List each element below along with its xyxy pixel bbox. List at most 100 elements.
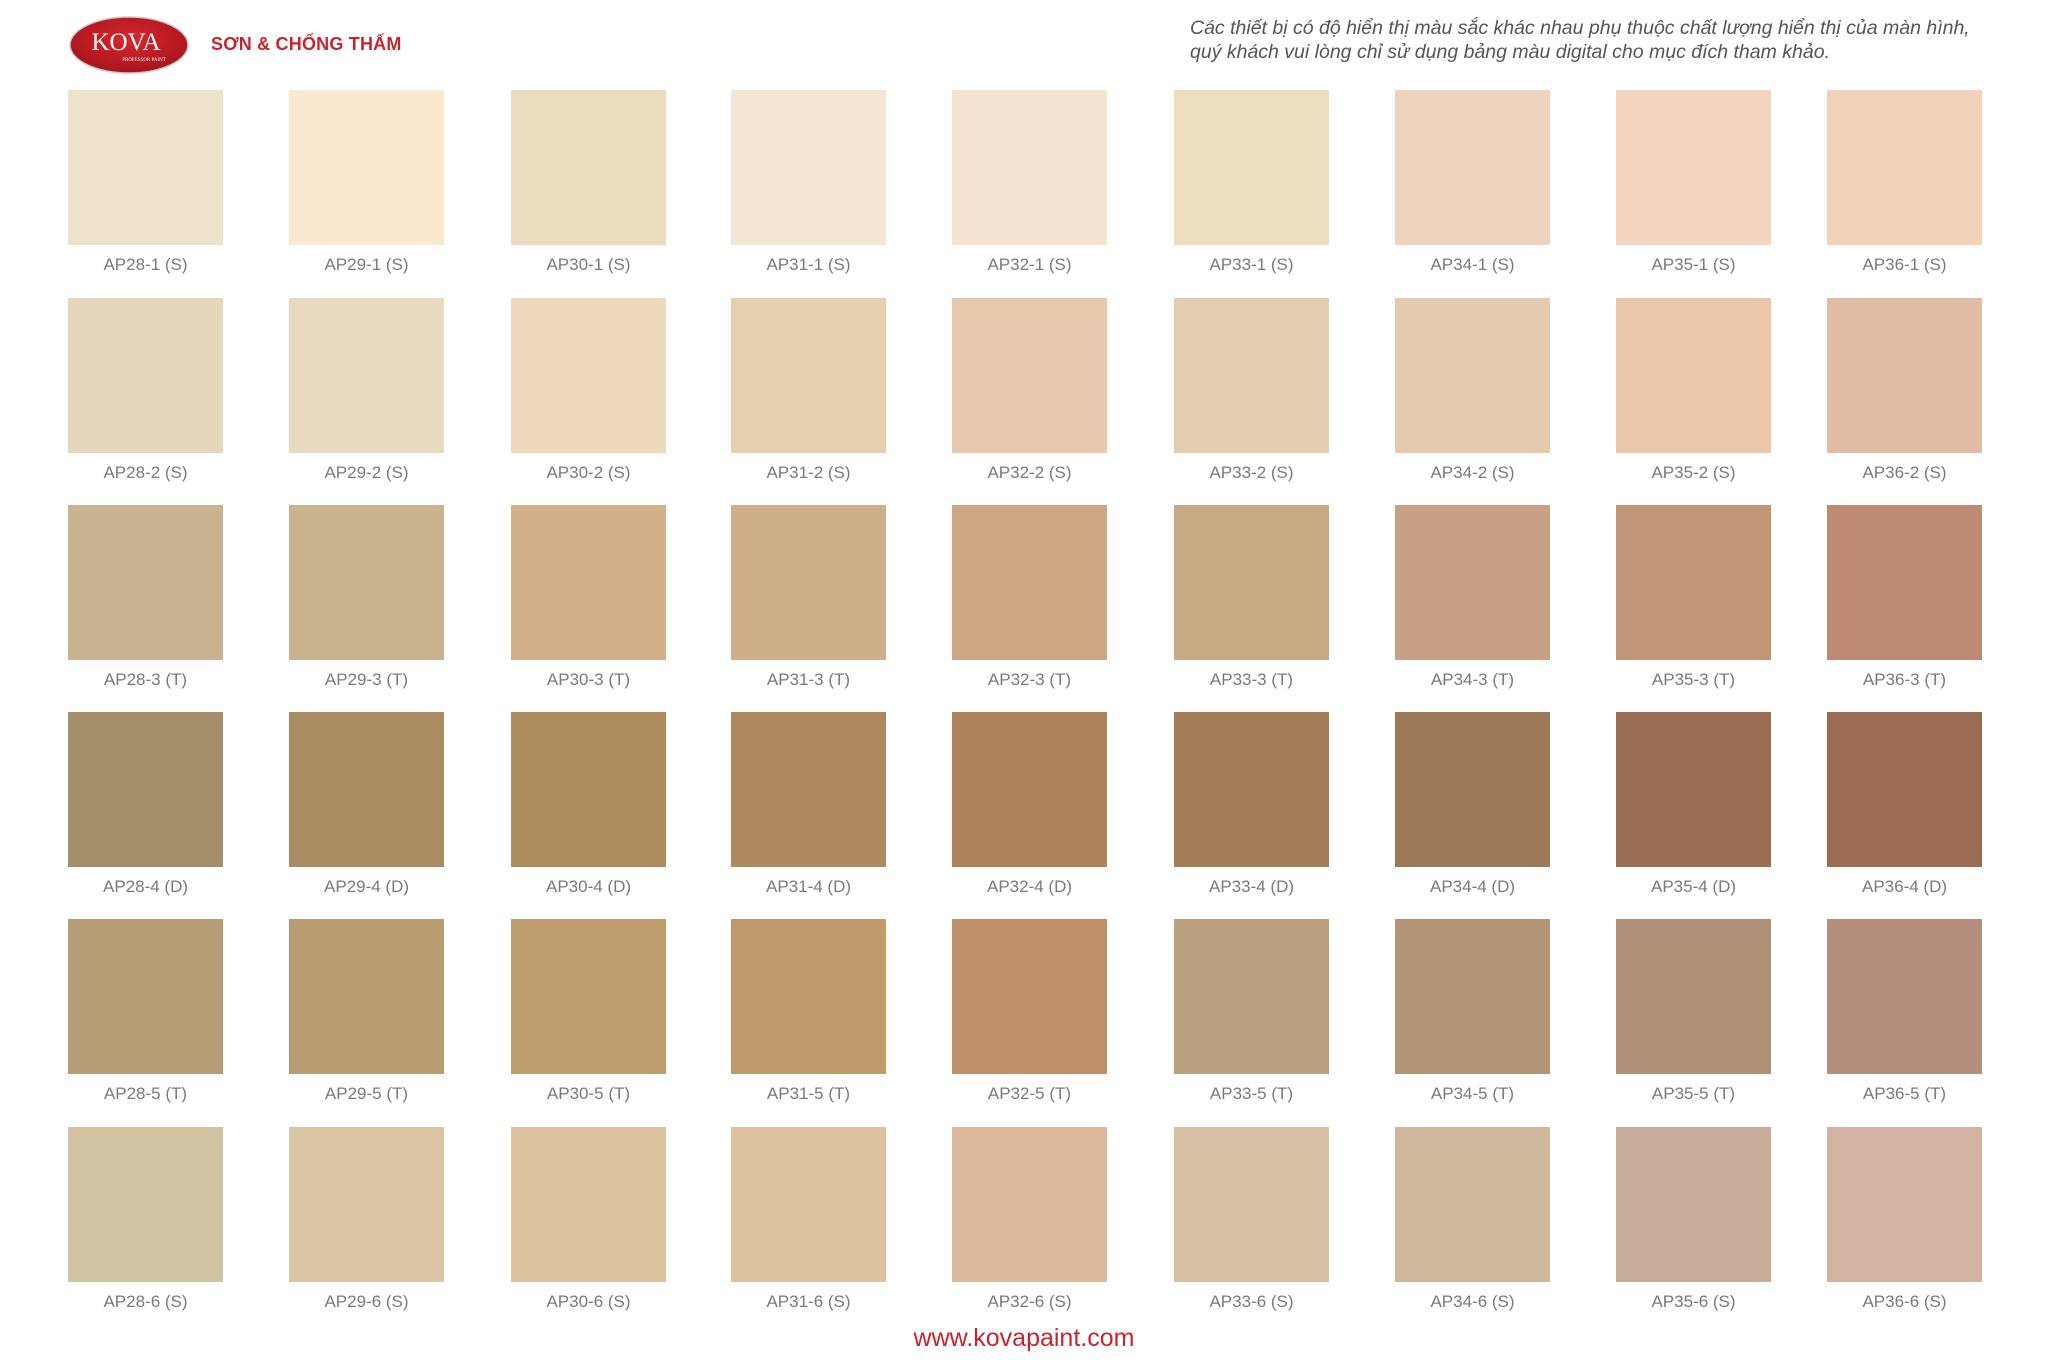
color-swatch-item[interactable]: AP29-6 (S)	[289, 1127, 444, 1312]
color-swatch-item[interactable]: AP30-2 (S)	[511, 298, 666, 483]
color-swatch[interactable]	[68, 1127, 223, 1282]
color-swatch-item[interactable]: AP33-2 (S)	[1174, 298, 1329, 483]
color-swatch[interactable]	[1827, 1127, 1982, 1282]
color-swatch-item[interactable]: AP28-1 (S)	[68, 90, 223, 275]
color-swatch[interactable]	[1395, 1127, 1550, 1282]
color-swatch[interactable]	[1174, 712, 1329, 867]
color-swatch-item[interactable]: AP29-1 (S)	[289, 90, 444, 275]
color-swatch[interactable]	[511, 90, 666, 245]
color-swatch[interactable]	[1174, 919, 1329, 1074]
color-swatch-item[interactable]: AP31-5 (T)	[731, 919, 886, 1104]
color-swatch[interactable]	[1174, 505, 1329, 660]
color-swatch[interactable]	[68, 919, 223, 1074]
color-swatch-item[interactable]: AP28-2 (S)	[68, 298, 223, 483]
color-swatch[interactable]	[731, 90, 886, 245]
color-swatch[interactable]	[289, 298, 444, 453]
color-swatch[interactable]	[1616, 298, 1771, 453]
color-swatch-item[interactable]: AP32-4 (D)	[952, 712, 1107, 897]
color-swatch-item[interactable]: AP33-3 (T)	[1174, 505, 1329, 690]
color-swatch[interactable]	[1616, 90, 1771, 245]
color-swatch-item[interactable]: AP34-2 (S)	[1395, 298, 1550, 483]
color-swatch[interactable]	[1174, 298, 1329, 453]
color-swatch[interactable]	[1616, 505, 1771, 660]
color-swatch-item[interactable]: AP34-5 (T)	[1395, 919, 1550, 1104]
color-swatch[interactable]	[731, 712, 886, 867]
color-swatch[interactable]	[289, 505, 444, 660]
color-swatch-item[interactable]: AP29-3 (T)	[289, 505, 444, 690]
color-swatch[interactable]	[1395, 505, 1550, 660]
color-swatch-item[interactable]: AP28-4 (D)	[68, 712, 223, 897]
color-swatch[interactable]	[952, 90, 1107, 245]
color-swatch-item[interactable]: AP33-6 (S)	[1174, 1127, 1329, 1312]
color-swatch[interactable]	[731, 505, 886, 660]
color-swatch-item[interactable]: AP30-4 (D)	[511, 712, 666, 897]
color-swatch[interactable]	[289, 712, 444, 867]
color-swatch-item[interactable]: AP35-2 (S)	[1616, 298, 1771, 483]
color-swatch[interactable]	[1616, 1127, 1771, 1282]
color-swatch[interactable]	[1395, 298, 1550, 453]
color-swatch[interactable]	[731, 919, 886, 1074]
color-swatch[interactable]	[952, 712, 1107, 867]
color-swatch-item[interactable]: AP33-1 (S)	[1174, 90, 1329, 275]
color-swatch-item[interactable]: AP36-4 (D)	[1827, 712, 1982, 897]
color-swatch[interactable]	[511, 298, 666, 453]
color-swatch-item[interactable]: AP30-5 (T)	[511, 919, 666, 1104]
color-swatch[interactable]	[952, 505, 1107, 660]
color-swatch-item[interactable]: AP32-5 (T)	[952, 919, 1107, 1104]
color-swatch-item[interactable]: AP31-1 (S)	[731, 90, 886, 275]
color-swatch-item[interactable]: AP33-5 (T)	[1174, 919, 1329, 1104]
website-link[interactable]: www.kovapaint.com	[913, 1324, 1135, 1352]
color-swatch-item[interactable]: AP36-3 (T)	[1827, 505, 1982, 690]
color-swatch[interactable]	[1827, 505, 1982, 660]
color-swatch-item[interactable]: AP29-4 (D)	[289, 712, 444, 897]
color-swatch-item[interactable]: AP28-6 (S)	[68, 1127, 223, 1312]
color-swatch-item[interactable]: AP32-3 (T)	[952, 505, 1107, 690]
color-swatch-item[interactable]: AP32-2 (S)	[952, 298, 1107, 483]
color-swatch[interactable]	[68, 505, 223, 660]
color-swatch-item[interactable]: AP35-4 (D)	[1616, 712, 1771, 897]
color-swatch-item[interactable]: AP31-6 (S)	[731, 1127, 886, 1312]
color-swatch-item[interactable]: AP28-3 (T)	[68, 505, 223, 690]
color-swatch[interactable]	[289, 1127, 444, 1282]
color-swatch[interactable]	[1827, 90, 1982, 245]
color-swatch-item[interactable]: AP35-6 (S)	[1616, 1127, 1771, 1312]
color-swatch[interactable]	[1395, 919, 1550, 1074]
color-swatch[interactable]	[289, 90, 444, 245]
color-swatch[interactable]	[511, 712, 666, 867]
color-swatch-item[interactable]: AP31-4 (D)	[731, 712, 886, 897]
color-swatch[interactable]	[731, 1127, 886, 1282]
color-swatch-item[interactable]: AP35-5 (T)	[1616, 919, 1771, 1104]
color-swatch-item[interactable]: AP29-5 (T)	[289, 919, 444, 1104]
color-swatch[interactable]	[1827, 919, 1982, 1074]
color-swatch-item[interactable]: AP36-5 (T)	[1827, 919, 1982, 1104]
color-swatch-item[interactable]: AP31-3 (T)	[731, 505, 886, 690]
color-swatch-item[interactable]: AP32-1 (S)	[952, 90, 1107, 275]
color-swatch-item[interactable]: AP28-5 (T)	[68, 919, 223, 1104]
color-swatch[interactable]	[952, 919, 1107, 1074]
color-swatch[interactable]	[1616, 919, 1771, 1074]
color-swatch-item[interactable]: AP30-3 (T)	[511, 505, 666, 690]
color-swatch[interactable]	[1174, 90, 1329, 245]
color-swatch[interactable]	[511, 505, 666, 660]
color-swatch-item[interactable]: AP32-6 (S)	[952, 1127, 1107, 1312]
color-swatch-item[interactable]: AP36-2 (S)	[1827, 298, 1982, 483]
color-swatch[interactable]	[1395, 712, 1550, 867]
color-swatch[interactable]	[511, 919, 666, 1074]
color-swatch-item[interactable]: AP34-1 (S)	[1395, 90, 1550, 275]
color-swatch[interactable]	[731, 298, 886, 453]
color-swatch[interactable]	[1616, 712, 1771, 867]
color-swatch-item[interactable]: AP34-6 (S)	[1395, 1127, 1550, 1312]
color-swatch-item[interactable]: AP36-6 (S)	[1827, 1127, 1982, 1312]
color-swatch-item[interactable]: AP31-2 (S)	[731, 298, 886, 483]
color-swatch-item[interactable]: AP34-3 (T)	[1395, 505, 1550, 690]
color-swatch[interactable]	[1827, 712, 1982, 867]
color-swatch-item[interactable]: AP35-3 (T)	[1616, 505, 1771, 690]
color-swatch[interactable]	[952, 298, 1107, 453]
color-swatch-item[interactable]: AP35-1 (S)	[1616, 90, 1771, 275]
color-swatch[interactable]	[1395, 90, 1550, 245]
color-swatch[interactable]	[68, 90, 223, 245]
color-swatch-item[interactable]: AP30-1 (S)	[511, 90, 666, 275]
color-swatch[interactable]	[511, 1127, 666, 1282]
color-swatch[interactable]	[952, 1127, 1107, 1282]
color-swatch-item[interactable]: AP29-2 (S)	[289, 298, 444, 483]
